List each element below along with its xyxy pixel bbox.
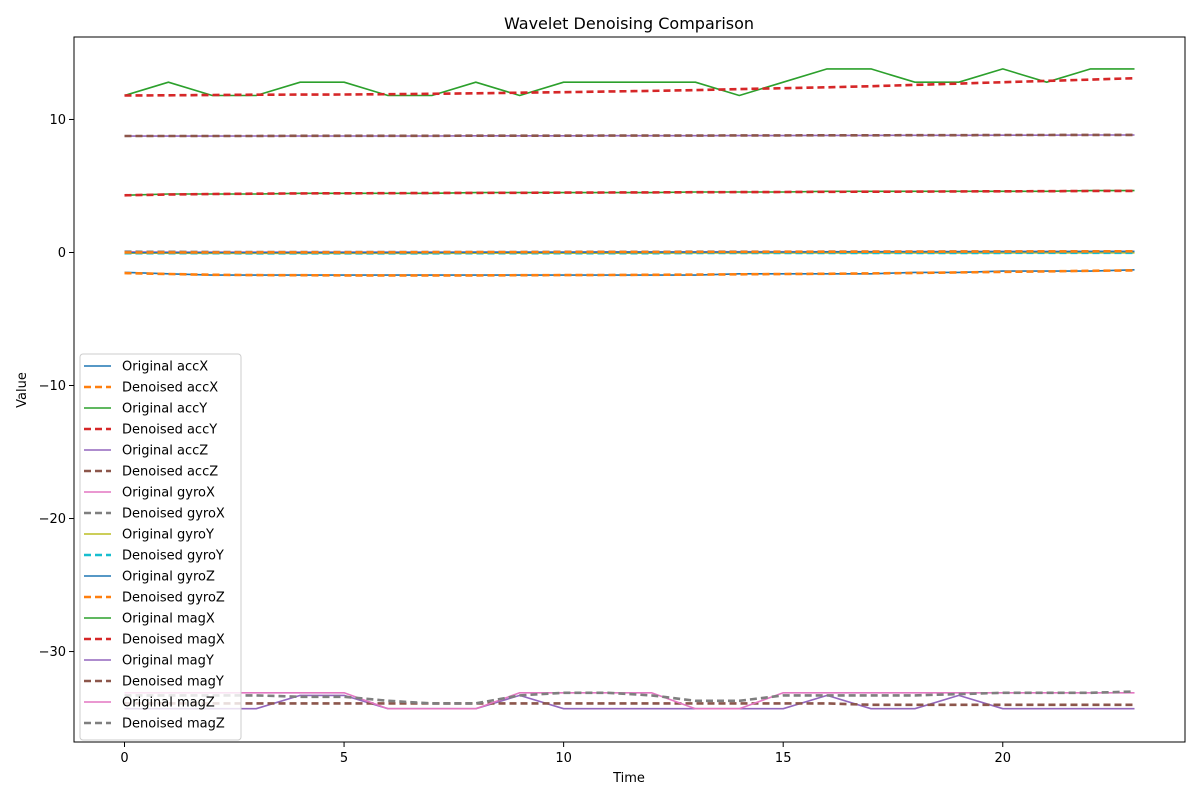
x-axis: 0 5 10 15 20	[120, 742, 1011, 766]
legend-label: Denoised magY	[122, 675, 224, 690]
legend-label: Denoised gyroY	[122, 549, 224, 564]
y-tick-label: −20	[39, 512, 66, 527]
y-axis: −30 −20 −10 0 10	[39, 113, 74, 660]
series-line-original-accy	[124, 68, 1135, 97]
legend-label: Denoised magX	[122, 633, 225, 648]
legend-box	[79, 353, 242, 741]
y-axis-label: Value	[15, 372, 30, 408]
chart-title: Wavelet Denoising Comparison	[504, 14, 754, 33]
legend-label: Original accY	[122, 402, 207, 417]
legend-label: Denoised accZ	[122, 465, 218, 480]
series-line-denoised-gyroz	[124, 250, 1135, 254]
legend: Original accX Denoised accX Original accY D…	[79, 353, 242, 741]
series-line-denoised-accz	[124, 133, 1135, 138]
legend-label: Original magZ	[122, 696, 215, 711]
legend-label: Original gyroX	[122, 486, 215, 501]
legend-label: Denoised gyroZ	[122, 591, 225, 606]
x-tick-label: 20	[994, 751, 1011, 766]
series-line-denoised-magx	[124, 189, 1135, 197]
y-tick-label: 10	[49, 113, 66, 128]
legend-label: Original magY	[122, 654, 214, 669]
legend-label: Original gyroY	[122, 528, 214, 543]
series-line-denoised-magy	[124, 702, 1135, 707]
legend-label: Original magX	[122, 612, 215, 627]
plot-frame	[73, 36, 1186, 743]
x-tick-label: 10	[555, 751, 572, 766]
series-line-denoised-magz	[124, 690, 1135, 705]
x-tick-label: 15	[775, 751, 792, 766]
plot-area	[74, 37, 1185, 742]
legend-label: Denoised gyroX	[122, 507, 225, 522]
legend-label: Denoised accX	[122, 381, 218, 396]
y-tick-label: −30	[39, 645, 66, 660]
y-tick-label: 0	[58, 246, 66, 261]
x-tick-label: 5	[340, 751, 348, 766]
series-line-denoised-accx	[124, 269, 1135, 277]
legend-label: Original gyroZ	[122, 570, 215, 585]
x-axis-label: Time	[612, 771, 645, 786]
legend-label: Denoised magZ	[122, 717, 225, 732]
legend-label: Original accZ	[122, 444, 208, 459]
series-layer	[124, 68, 1135, 710]
series-line-denoised-accy	[124, 76, 1135, 97]
legend-label: Denoised accY	[122, 423, 217, 438]
legend-label: Original accX	[122, 360, 208, 375]
y-tick-label: −10	[39, 379, 66, 394]
x-tick-label: 0	[120, 751, 128, 766]
